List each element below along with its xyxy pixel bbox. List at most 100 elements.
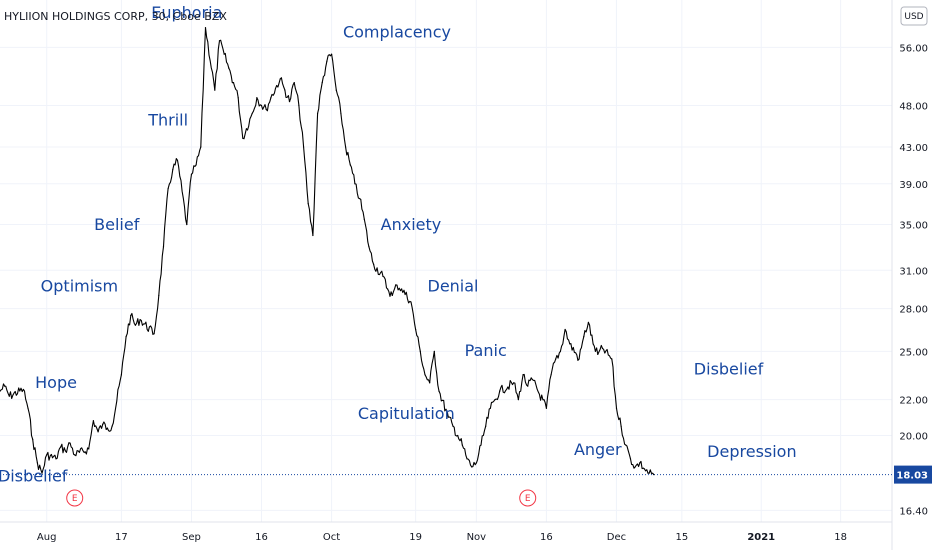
price-point xyxy=(237,97,239,99)
price-point xyxy=(475,462,477,464)
price-point xyxy=(139,319,141,321)
time-tick-label: 15 xyxy=(675,532,688,543)
earnings-badge[interactable]: E xyxy=(519,489,537,507)
price-point xyxy=(312,234,314,237)
annotation-label: Capitulation xyxy=(358,404,455,423)
price-point xyxy=(583,336,585,338)
price-point xyxy=(321,82,323,84)
earnings-badge[interactable]: E xyxy=(66,489,84,507)
price-point xyxy=(270,97,272,99)
time-tick-label: 19 xyxy=(409,532,422,543)
price-point xyxy=(466,458,468,460)
annotation-label: Depression xyxy=(707,442,796,461)
price-point xyxy=(587,321,590,323)
price-point xyxy=(279,78,281,80)
price-point xyxy=(27,407,29,409)
price-point xyxy=(8,395,10,397)
price-point xyxy=(634,466,636,468)
price-point xyxy=(106,427,109,429)
price-point xyxy=(373,263,375,265)
price-point xyxy=(32,438,34,440)
price-point xyxy=(569,343,571,345)
price-point xyxy=(564,328,566,331)
price-point xyxy=(330,53,333,55)
price-point xyxy=(517,398,519,401)
price-point xyxy=(242,137,244,139)
price-point xyxy=(260,104,263,107)
price-point xyxy=(494,398,496,401)
annotation-label: Thrill xyxy=(147,111,188,130)
time-tick-label: 2021 xyxy=(747,532,775,543)
time-tick-label: 16 xyxy=(255,532,268,543)
price-point xyxy=(232,82,235,84)
price-point xyxy=(204,27,207,29)
price-point xyxy=(335,89,337,91)
price-point xyxy=(69,442,71,444)
annotation-label: Belief xyxy=(94,215,140,234)
price-point xyxy=(363,218,365,220)
earnings-icon[interactable] xyxy=(519,489,537,507)
annotation-label: Euphoria xyxy=(151,3,222,22)
price-point xyxy=(298,104,300,107)
price-point xyxy=(41,472,43,474)
price-point xyxy=(447,416,449,418)
annotation-label: Anxiety xyxy=(381,215,442,234)
price-point xyxy=(4,385,6,387)
time-tick-label: Dec xyxy=(607,532,626,543)
time-tick-label: Nov xyxy=(467,532,487,543)
currency-badge-bg[interactable] xyxy=(900,6,928,26)
price-point xyxy=(415,328,417,331)
phase-annotations: Euphoria Complacency Thrill Belief Anxiety Op… xyxy=(0,3,797,485)
price-axis[interactable]: 16.40 20.00 22.00 25.00 28.00 31.00 35.00 39.00… xyxy=(899,43,928,517)
price-point xyxy=(489,407,491,409)
price-point xyxy=(382,275,384,278)
annotation-label: Panic xyxy=(465,341,507,360)
earnings-icon[interactable] xyxy=(66,489,84,507)
price-point xyxy=(0,390,1,392)
price-point xyxy=(424,374,426,376)
price-point xyxy=(499,390,501,392)
price-tick-label: 39.00 xyxy=(899,180,928,191)
price-point xyxy=(307,203,309,205)
price-tick-label: 20.00 xyxy=(899,432,928,443)
price-point xyxy=(326,60,328,62)
price-point xyxy=(134,324,137,326)
price-tick-label: 35.00 xyxy=(899,221,928,232)
price-point xyxy=(471,466,473,468)
price-point xyxy=(158,294,160,297)
price-point xyxy=(340,112,342,115)
price-point xyxy=(172,168,174,171)
price-point xyxy=(186,223,188,226)
price-point xyxy=(387,288,389,290)
time-tick-label: 17 xyxy=(115,532,128,543)
price-point xyxy=(615,407,618,409)
price-point xyxy=(461,444,463,446)
time-tick-label: 16 xyxy=(540,532,553,543)
last-price-badge-bg xyxy=(894,465,932,484)
currency-selector[interactable]: USD xyxy=(900,6,928,26)
price-point xyxy=(527,385,529,387)
price-point xyxy=(36,462,38,464)
price-point xyxy=(359,197,361,200)
time-axis[interactable]: Aug 17 Sep 16 Oct 19 Nov 16 Dec 15 2021 18 xyxy=(37,532,847,543)
price-tick-label: 43.00 xyxy=(899,143,928,154)
price-point xyxy=(251,112,253,115)
price-point xyxy=(555,358,557,360)
price-point xyxy=(293,82,295,84)
price-point xyxy=(578,358,580,360)
price-point xyxy=(74,454,76,456)
price-point xyxy=(22,388,24,391)
price-point xyxy=(349,164,351,166)
annotation-label: Disbelief xyxy=(694,360,764,379)
price-point xyxy=(597,353,599,356)
price-point xyxy=(354,183,356,185)
price-point xyxy=(639,462,641,464)
price-point xyxy=(288,100,291,103)
price-tick-label: 56.00 xyxy=(899,43,928,54)
price-point xyxy=(545,407,548,409)
price-point xyxy=(218,40,221,42)
price-point xyxy=(401,288,403,290)
price-point xyxy=(200,146,202,148)
